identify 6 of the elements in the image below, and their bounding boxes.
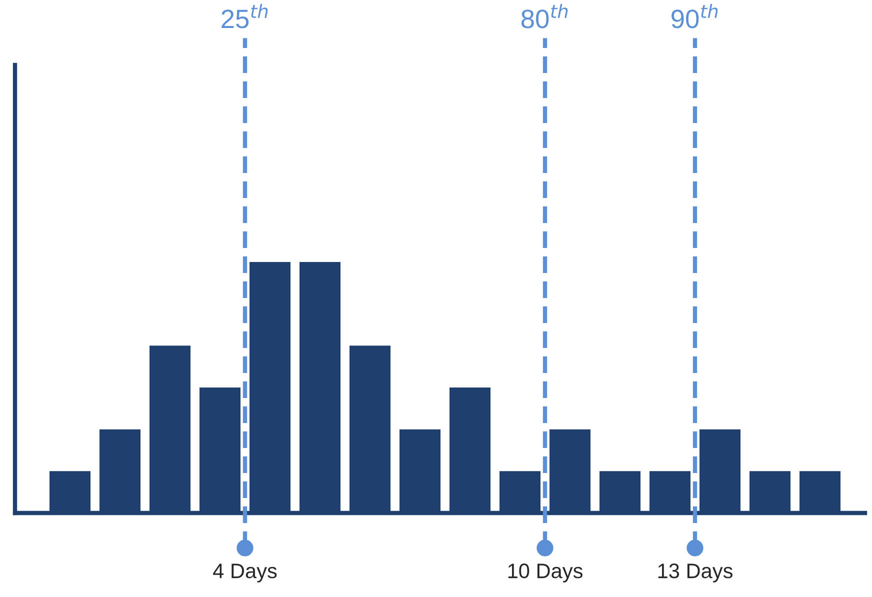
ref-line-label: 25$^{th}$ [222, 4, 268, 28]
ref-line-label: 90$^{th}$ [672, 4, 718, 28]
x-tick-label: 10 Days [508, 564, 582, 582]
ref-line-label: 80$^{th}$ [521, 4, 568, 28]
x-tick-label: 4 Days [213, 564, 277, 582]
x-tick-label: 13 Days [658, 564, 732, 582]
